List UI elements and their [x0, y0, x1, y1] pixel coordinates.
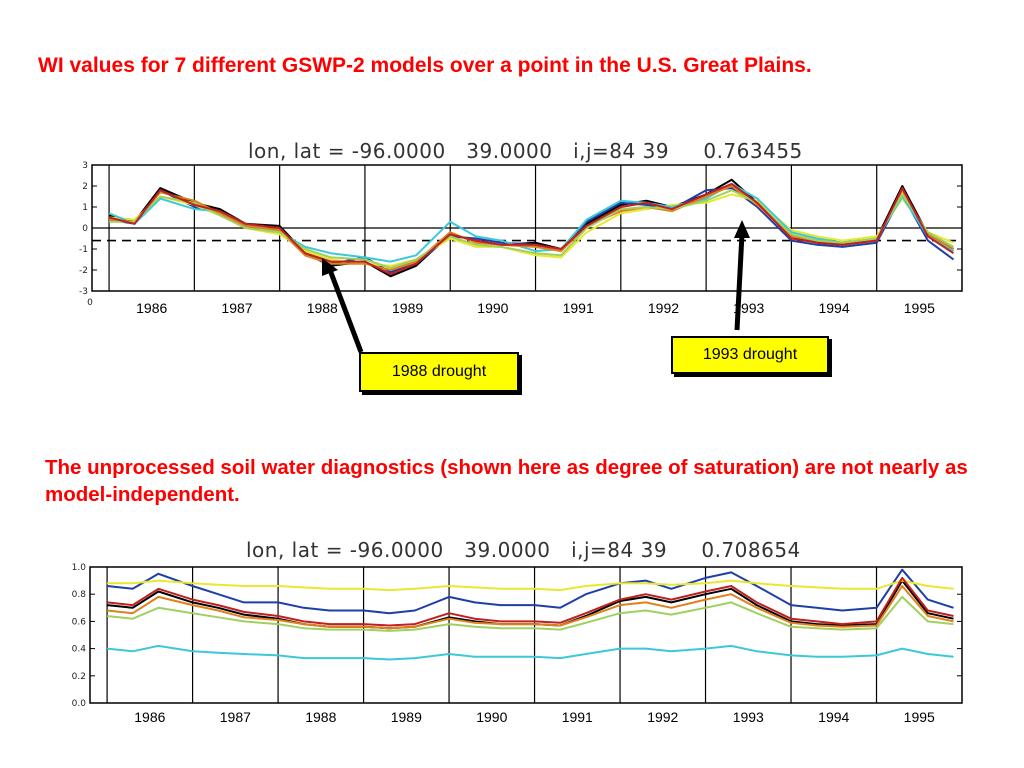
x-tick-label: 1993 — [733, 300, 764, 316]
y-tick-label: -3 — [79, 287, 88, 297]
y-tick-label: 0.4 — [72, 645, 87, 655]
x-tick-label: 1990 — [476, 709, 507, 725]
series-line-3 — [109, 194, 953, 265]
y-tick-label: 0.6 — [72, 617, 87, 627]
y-tick-label: -1 — [79, 245, 88, 255]
x-tick-label: 1991 — [562, 709, 593, 725]
plot-2-header: lon, lat = -96.0000 39.0000 i,j=84 39 0.… — [246, 538, 801, 562]
plot-2-year-labels: 1986 1987 1988 1989 1990 1991 1992 1993 1994 1995 — [0, 709, 1024, 729]
x-tick-label: 1988 — [307, 300, 338, 316]
x-tick-label: 1990 — [477, 300, 508, 316]
x-tick-label: 1987 — [220, 709, 251, 725]
soil-water-note: The unprocessed soil water diagnostics (… — [45, 454, 1005, 508]
x-tick-label: 1992 — [648, 300, 679, 316]
y-tick-label: 1 — [82, 203, 88, 213]
y-tick-label: 3 — [82, 161, 88, 171]
y-tick-label: 0.2 — [72, 672, 86, 682]
series-line-2 — [107, 570, 953, 614]
y-tick-label: 0.0 — [72, 699, 87, 709]
x-tick-label: 1995 — [904, 300, 935, 316]
y-tick-label: 0 — [82, 224, 88, 234]
saturation-chart: 1.0 0.8 0.6 0.4 0.2 0.0 — [56, 560, 968, 710]
x-tick-label: 1991 — [563, 300, 594, 316]
x-tick-label: 1989 — [391, 709, 422, 725]
series-line-6 — [109, 190, 953, 268]
y-tick-label: 0.8 — [72, 590, 87, 600]
y-tick-label: 2 — [82, 182, 88, 192]
x-tick-label: 1989 — [392, 300, 423, 316]
series-line-3 — [107, 581, 953, 591]
series-line-7 — [109, 184, 953, 274]
x-tick-label: 1993 — [733, 709, 764, 725]
y-tick-label: 1.0 — [72, 563, 87, 573]
x-tick-label: 1992 — [647, 709, 678, 725]
x-tick-label: 1986 — [136, 300, 167, 316]
x-tick-label: 1994 — [818, 709, 849, 725]
slide-title: WI values for 7 different GSWP-2 models … — [38, 54, 812, 78]
x-tick-label: 1994 — [818, 300, 849, 316]
callout-1988-drought: 1988 drought — [359, 352, 519, 392]
plot-1-year-labels: 1986 1987 1988 1989 1990 1991 1992 1993 1994 1995 — [0, 300, 1024, 320]
x-tick-label: 1986 — [134, 709, 165, 725]
callout-1993-drought: 1993 drought — [671, 336, 829, 374]
series-line-4 — [107, 646, 953, 660]
x-tick-label: 1995 — [904, 709, 935, 725]
y-tick-label: -2 — [79, 266, 88, 276]
x-tick-label: 1987 — [221, 300, 252, 316]
x-tick-label: 1988 — [305, 709, 336, 725]
series-line-2 — [109, 188, 953, 272]
